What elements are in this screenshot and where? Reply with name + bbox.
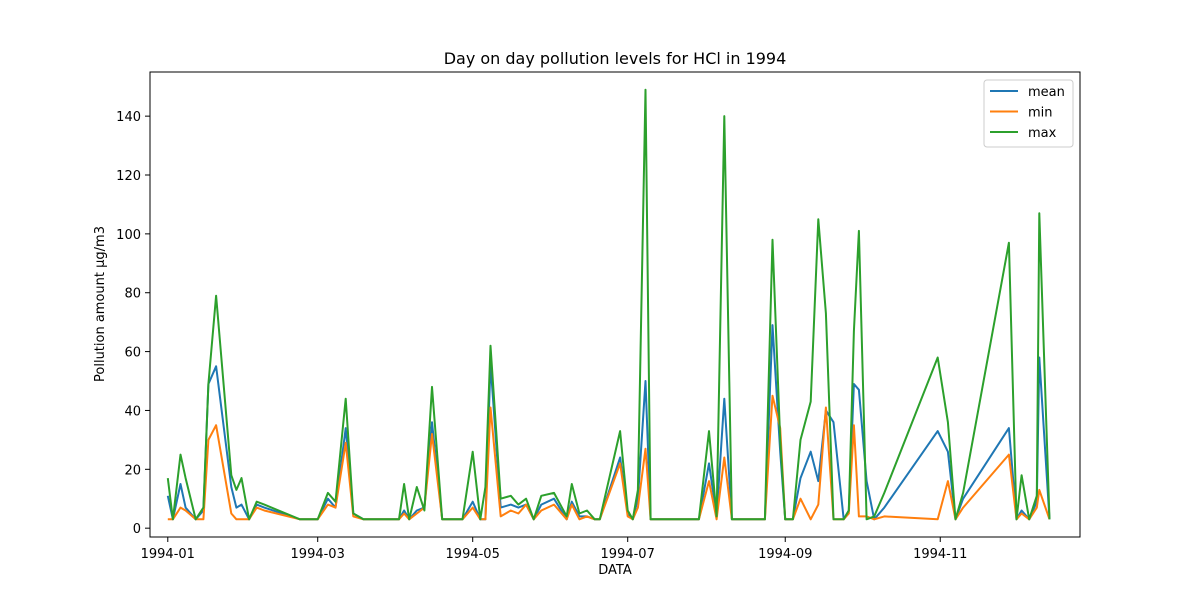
x-tick-label: 1994-01 bbox=[141, 547, 195, 562]
y-tick-label: 140 bbox=[116, 110, 141, 125]
x-axis-label: DATA bbox=[598, 563, 632, 578]
x-tick-label: 1994-03 bbox=[291, 547, 345, 562]
y-tick-label: 120 bbox=[116, 169, 141, 184]
y-axis: 0 20 40 60 80 100 120 140 bbox=[116, 110, 150, 537]
plot-frame bbox=[149, 71, 1081, 538]
series-line-min bbox=[167, 394, 1051, 521]
chart-title: Day on day pollution levels for HCl in 1… bbox=[444, 49, 787, 68]
x-tick-label: 1994-07 bbox=[601, 547, 655, 562]
series-line-mean bbox=[166, 324, 1051, 521]
legend-box bbox=[983, 79, 1074, 148]
y-tick-label: 40 bbox=[124, 404, 141, 419]
y-tick-label: 60 bbox=[124, 346, 141, 361]
legend-label-max: max bbox=[1028, 126, 1057, 141]
y-tick-label: 80 bbox=[124, 287, 141, 302]
series-line-max bbox=[166, 88, 1051, 521]
x-tick-label: 1994-11 bbox=[913, 547, 967, 562]
legend-label-min: min bbox=[1028, 106, 1053, 121]
x-tick-label: 1994-09 bbox=[758, 547, 812, 562]
y-tick-label: 0 bbox=[133, 522, 141, 537]
legend: mean min max bbox=[983, 79, 1074, 148]
plot-lines bbox=[166, 88, 1051, 521]
y-tick-label: 20 bbox=[124, 463, 141, 478]
y-tick-label: 100 bbox=[116, 228, 141, 243]
legend-label-mean: mean bbox=[1028, 85, 1065, 100]
y-axis-label: Pollution amount μg/m3 bbox=[93, 226, 108, 382]
x-tick-label: 1994-05 bbox=[446, 547, 500, 562]
x-axis: 1994-01 1994-03 1994-05 1994-07 1994-09 1994-… bbox=[141, 537, 967, 562]
